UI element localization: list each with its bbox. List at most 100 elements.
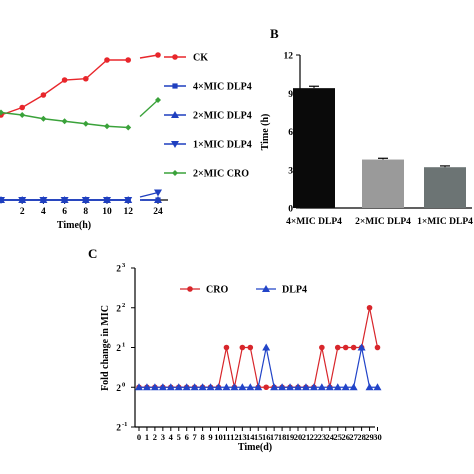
y-tick-label: 6	[288, 128, 293, 138]
data-point	[350, 344, 357, 351]
data-point	[238, 383, 247, 391]
data-point	[166, 383, 175, 391]
x-tick-label: 18	[278, 432, 287, 442]
data-point	[278, 383, 287, 391]
x-tick-label: 19	[286, 432, 295, 442]
x-tick-label: 9	[208, 432, 212, 442]
x-tick-label: 6	[62, 207, 67, 217]
x-tick-label: 11	[222, 432, 230, 442]
data-point	[19, 112, 26, 118]
y-tick-label: 3	[288, 166, 293, 176]
y-tick-label: 9	[288, 90, 293, 100]
x-tick-label: 10	[214, 432, 223, 442]
data-point	[246, 383, 255, 391]
data-point	[349, 383, 358, 391]
x-tick-label: 17	[270, 432, 279, 442]
x-tick-label: 28	[357, 432, 366, 442]
x-tick-label: 27	[349, 432, 358, 442]
data-point	[374, 344, 381, 351]
data-point	[83, 75, 89, 82]
data-point	[158, 383, 167, 391]
bar	[362, 159, 404, 208]
data-point	[247, 344, 254, 351]
data-point	[125, 57, 131, 63]
data-point	[206, 383, 215, 391]
x-tick-label: 8	[200, 432, 204, 442]
x-tick-label: 20	[294, 432, 303, 442]
series-line	[139, 347, 378, 388]
data-point	[61, 118, 68, 125]
y-tick-label: 2	[116, 304, 121, 314]
x-tick-label: 6	[185, 432, 189, 442]
data-point	[0, 109, 4, 116]
data-point	[254, 383, 263, 391]
data-point	[150, 383, 159, 391]
data-point	[319, 344, 325, 351]
data-point	[19, 104, 26, 111]
x-tick-label: 23	[318, 432, 327, 442]
panel-label-b: B	[270, 26, 279, 41]
legend-marker	[172, 83, 178, 89]
data-point	[325, 383, 334, 391]
data-point	[239, 344, 246, 351]
data-point	[294, 383, 302, 391]
x-tick-label: 1	[145, 432, 149, 442]
data-point	[18, 197, 27, 204]
data-point	[366, 304, 373, 311]
data-point	[0, 197, 5, 204]
y-tick-label: 2	[116, 344, 121, 354]
data-point	[301, 383, 310, 391]
x-tick-label: 29	[365, 432, 374, 442]
data-point	[190, 383, 199, 391]
data-point	[61, 77, 68, 83]
data-point	[286, 383, 295, 391]
data-point	[263, 384, 270, 391]
series-line	[139, 307, 379, 388]
data-point	[198, 383, 207, 391]
data-point	[222, 383, 231, 391]
data-point	[124, 197, 133, 204]
x-tick-label: 4	[169, 432, 174, 442]
y-tick-label: 0	[288, 205, 293, 215]
y-tick-exponent: 1	[122, 342, 125, 349]
data-point	[81, 197, 90, 204]
data-point	[155, 97, 161, 103]
legend-marker	[172, 54, 178, 60]
data-point	[309, 383, 318, 391]
y-tick-exponent: 2	[122, 302, 125, 309]
data-point	[104, 123, 110, 130]
data-point	[334, 344, 341, 351]
x-axis-label: Time(h)	[57, 220, 91, 231]
x-tick-label: 22	[310, 432, 319, 442]
data-point	[39, 197, 48, 204]
legend-label: 2×MIC CRO	[193, 169, 249, 180]
legend-label: 2×MIC DLP4	[193, 111, 252, 122]
y-axis-label: Fold change in MIC	[100, 305, 111, 391]
legend-label: DLP4	[282, 285, 307, 296]
data-point	[182, 383, 191, 391]
data-point	[214, 383, 223, 391]
y-tick-exponent: 0	[122, 381, 125, 388]
x-tick-label: 16	[262, 432, 271, 442]
x-tick-label: 15	[254, 432, 263, 442]
x-tick-label: 30	[373, 432, 382, 442]
data-point	[135, 383, 143, 391]
x-tick-label: 13	[238, 432, 247, 442]
x-tick-label: 5	[177, 432, 181, 442]
x-tick-label: 24	[153, 207, 163, 217]
bar	[293, 88, 335, 208]
x-tick-label: 7	[193, 432, 198, 442]
series-line-after-break	[139, 54, 159, 59]
y-axis-label: Time (h)	[260, 114, 271, 151]
x-tick-label: 26	[341, 432, 350, 442]
data-point	[230, 383, 239, 391]
panel-label-c: C	[88, 246, 97, 261]
x-tick-label: 10	[102, 207, 112, 217]
data-point	[341, 383, 350, 391]
x-tick-label: 1×MIC DLP4	[417, 217, 473, 227]
data-point	[154, 189, 162, 197]
x-tick-label: 21	[302, 432, 311, 442]
data-point	[373, 383, 382, 391]
